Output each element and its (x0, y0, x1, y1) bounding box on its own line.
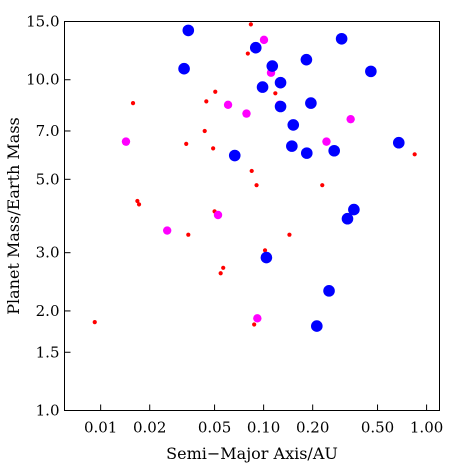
data-point (287, 119, 300, 131)
data-point (249, 168, 254, 174)
data-point (213, 89, 218, 94)
data-point (242, 109, 251, 118)
data-point (252, 322, 257, 327)
data-point (300, 53, 313, 66)
x-tick-label: 0.01 (84, 419, 117, 437)
data-point (320, 183, 325, 188)
data-point (249, 41, 262, 54)
data-point (121, 137, 131, 146)
y-axis-title: Planet Mass/Earth Mass (4, 117, 23, 314)
data-point (186, 232, 191, 237)
data-point (266, 60, 279, 72)
y-tick-label: 2.0 (36, 302, 60, 320)
data-point (184, 141, 189, 146)
y-tick-label: 1.0 (36, 402, 60, 420)
data-point (300, 147, 313, 159)
data-point (392, 136, 405, 149)
data-point (348, 203, 360, 216)
data-point (274, 76, 287, 89)
x-tick-label: 0.10 (247, 419, 280, 437)
data-point (322, 137, 331, 146)
data-point (273, 91, 278, 96)
data-point (223, 100, 233, 109)
x-tick-label: 0.50 (361, 419, 394, 437)
y-tick-label: 15.0 (26, 13, 59, 31)
x-axis-title: Semi−Major Axis/AU (166, 444, 338, 463)
y-tick-label: 1.5 (36, 343, 60, 361)
data-point (245, 51, 250, 56)
data-points (92, 22, 417, 332)
data-point (274, 100, 287, 113)
data-point (248, 22, 253, 27)
data-point (136, 202, 142, 207)
data-point (259, 35, 269, 45)
data-point (341, 212, 354, 225)
y-tick-label: 5.0 (36, 170, 60, 188)
data-point (286, 140, 298, 152)
data-point (335, 32, 348, 45)
data-point (253, 314, 262, 323)
x-tick-label: 1.00 (410, 419, 443, 437)
plot-frame (64, 21, 440, 411)
data-point (365, 65, 377, 78)
data-point (328, 144, 340, 157)
data-point (260, 251, 273, 264)
data-point (162, 226, 172, 235)
y-tick-label: 10.0 (26, 71, 59, 89)
data-point (287, 232, 292, 237)
x-tick-label: 0.05 (198, 419, 231, 437)
data-point (256, 81, 269, 93)
data-point (135, 198, 140, 204)
data-point (346, 114, 355, 124)
data-point (323, 285, 335, 297)
data-point (202, 128, 207, 134)
y-tick-label: 3.0 (36, 244, 60, 262)
y-tick-label: 7.0 (36, 122, 60, 140)
data-point (204, 99, 209, 104)
x-axis: 0.01 0.02 0.05 0.10 0.20 0.50 1.00 (84, 404, 443, 437)
data-point (228, 149, 241, 162)
data-point (218, 271, 223, 276)
data-point (412, 152, 417, 157)
data-point (305, 97, 317, 109)
data-point (213, 210, 223, 220)
x-tick-label: 0.02 (133, 419, 166, 437)
data-point (262, 248, 268, 253)
data-point (178, 62, 190, 75)
data-point (311, 320, 323, 332)
data-point (182, 24, 195, 37)
data-point (254, 183, 259, 188)
data-point (130, 100, 136, 106)
y-axis: 1.0 1.5 2.0 3.0 5.0 7.0 10.0 15.0 (26, 13, 71, 420)
x-tick-label: 0.20 (296, 419, 329, 437)
data-point (92, 320, 97, 325)
data-point (221, 265, 226, 270)
data-point (211, 146, 216, 151)
